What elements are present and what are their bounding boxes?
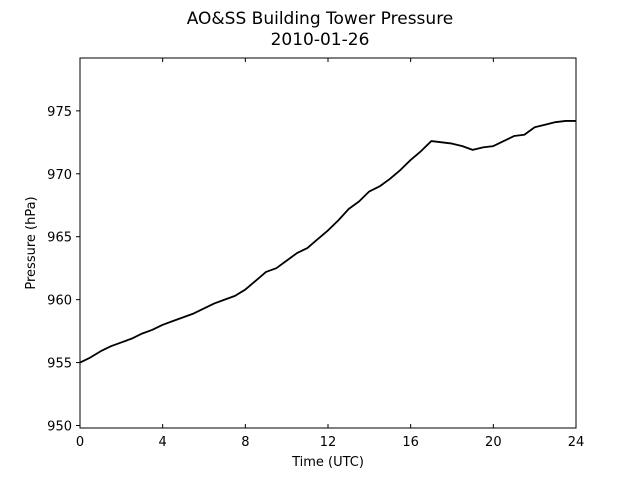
y-tick-label-4: 970 (47, 168, 72, 183)
chart-title: AO&SS Building Tower Pressure (187, 9, 454, 29)
x-axis: 0 4 8 12 16 20 24 (76, 58, 584, 450)
y-tick-label-3: 965 (47, 231, 72, 246)
x-tick-label-2: 8 (241, 435, 249, 450)
x-tick-label-5: 20 (485, 435, 502, 450)
x-tick-label-6: 24 (568, 435, 585, 450)
x-tick-label-3: 12 (320, 435, 337, 450)
y-axis-label: Pressure (hPa) (24, 196, 39, 289)
pressure-series-line (79, 120, 576, 364)
plot-area (80, 58, 576, 428)
y-tick-label-5: 975 (47, 105, 72, 120)
x-tick-label-0: 0 (76, 435, 84, 450)
y-axis: 950 955 960 965 970 975 (47, 105, 80, 434)
y-tick-label-2: 960 (47, 294, 72, 309)
y-tick-label-1: 955 (47, 357, 72, 372)
x-axis-label: Time (UTC) (291, 455, 364, 470)
chart-subtitle: 2010-01-26 (271, 30, 370, 50)
x-tick-label-1: 4 (159, 435, 167, 450)
plot-frame (79, 57, 577, 429)
y-tick-label-0: 950 (47, 419, 72, 434)
x-tick-label-4: 16 (402, 435, 419, 450)
